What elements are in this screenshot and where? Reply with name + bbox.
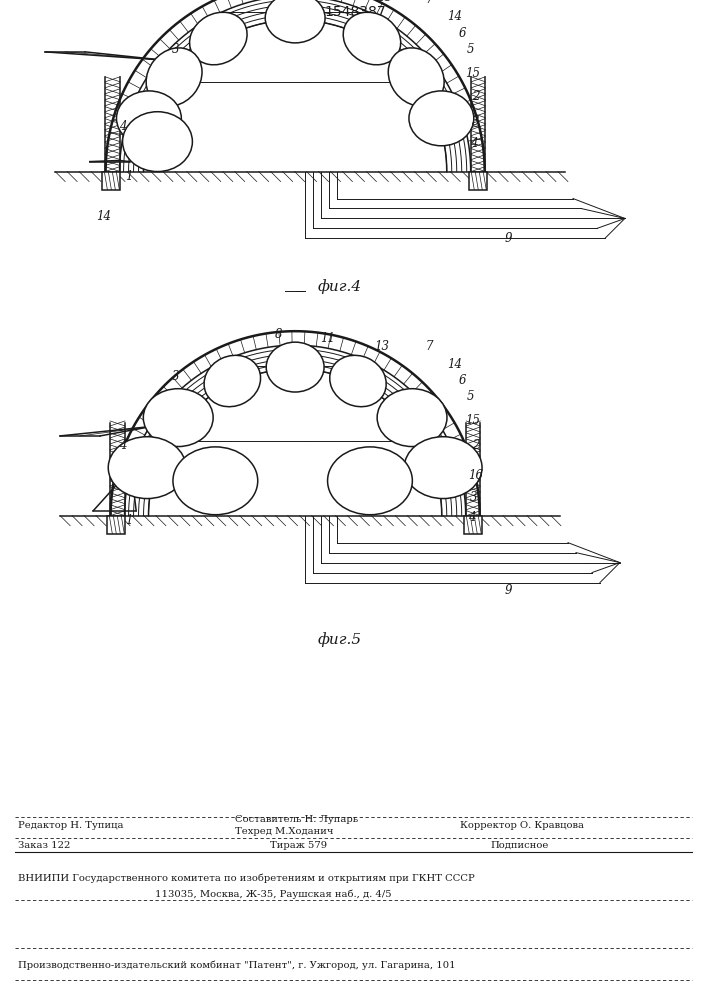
Text: Заказ 122: Заказ 122 <box>18 840 71 850</box>
Text: фиг.5: фиг.5 <box>318 632 362 647</box>
Text: Редактор Н. Тупица: Редактор Н. Тупица <box>18 820 124 830</box>
Ellipse shape <box>108 437 186 499</box>
Ellipse shape <box>377 389 447 447</box>
Text: 14: 14 <box>96 210 111 223</box>
Text: 14: 14 <box>448 358 462 371</box>
Ellipse shape <box>122 112 192 172</box>
Text: 1: 1 <box>125 514 132 527</box>
Text: 2: 2 <box>472 90 479 103</box>
Text: 13: 13 <box>375 340 390 353</box>
Ellipse shape <box>327 447 412 515</box>
Ellipse shape <box>204 355 261 407</box>
Text: Подписное: Подписное <box>490 840 549 850</box>
Ellipse shape <box>189 12 247 65</box>
Text: 7: 7 <box>426 340 433 353</box>
Text: Техред М.Ходанич: Техред М.Ходанич <box>235 828 334 836</box>
Text: 9: 9 <box>505 584 512 597</box>
Ellipse shape <box>117 91 181 146</box>
Text: 7: 7 <box>426 0 433 6</box>
Polygon shape <box>107 516 125 534</box>
Text: 1548387: 1548387 <box>325 5 386 19</box>
Text: 3: 3 <box>470 491 477 504</box>
Ellipse shape <box>144 389 213 447</box>
Text: 2: 2 <box>472 439 479 452</box>
Text: 11: 11 <box>320 332 336 345</box>
Text: 4: 4 <box>119 120 127 133</box>
Text: 3: 3 <box>172 43 179 56</box>
Text: 5: 5 <box>467 43 474 56</box>
Ellipse shape <box>146 48 202 106</box>
Text: 13: 13 <box>378 0 392 4</box>
Ellipse shape <box>329 355 386 407</box>
Text: 8: 8 <box>274 328 282 341</box>
Text: 4: 4 <box>119 439 127 452</box>
Ellipse shape <box>388 48 444 106</box>
Ellipse shape <box>267 342 324 392</box>
Text: Производственно-издательский комбинат "Патент", г. Ужгород, ул. Гагарина, 101: Производственно-издательский комбинат "П… <box>18 960 455 970</box>
Text: Корректор О. Кравцова: Корректор О. Кравцова <box>460 822 584 830</box>
Text: 16: 16 <box>468 469 483 482</box>
Ellipse shape <box>409 91 474 146</box>
Text: 3: 3 <box>472 115 479 128</box>
Text: 1: 1 <box>125 170 132 183</box>
Ellipse shape <box>173 447 258 515</box>
Text: 6: 6 <box>459 27 467 40</box>
Text: фиг.4: фиг.4 <box>318 279 362 294</box>
Text: ВНИИПИ Государственного комитета по изобретениям и открытиям при ГКНТ СССР: ВНИИПИ Государственного комитета по изоб… <box>18 873 474 883</box>
Text: 4: 4 <box>468 511 475 524</box>
Text: 15: 15 <box>465 67 480 80</box>
Ellipse shape <box>265 0 325 43</box>
Text: 14: 14 <box>448 10 462 23</box>
Text: 9: 9 <box>505 232 512 245</box>
Polygon shape <box>469 172 487 190</box>
Polygon shape <box>464 516 482 534</box>
Text: 113035, Москва, Ж-35, Раушская наб., д. 4/5: 113035, Москва, Ж-35, Раушская наб., д. … <box>155 889 392 899</box>
Text: 5: 5 <box>467 390 474 403</box>
Text: 3: 3 <box>172 370 179 383</box>
Ellipse shape <box>343 12 401 65</box>
Text: 4: 4 <box>470 137 477 150</box>
Text: 6: 6 <box>459 374 467 387</box>
Text: 15: 15 <box>465 414 480 427</box>
Text: Тираж 579: Тираж 579 <box>270 840 327 850</box>
Ellipse shape <box>404 437 482 499</box>
Polygon shape <box>103 172 120 190</box>
Text: Составитель Н. Лупарь: Составитель Н. Лупарь <box>235 816 358 824</box>
